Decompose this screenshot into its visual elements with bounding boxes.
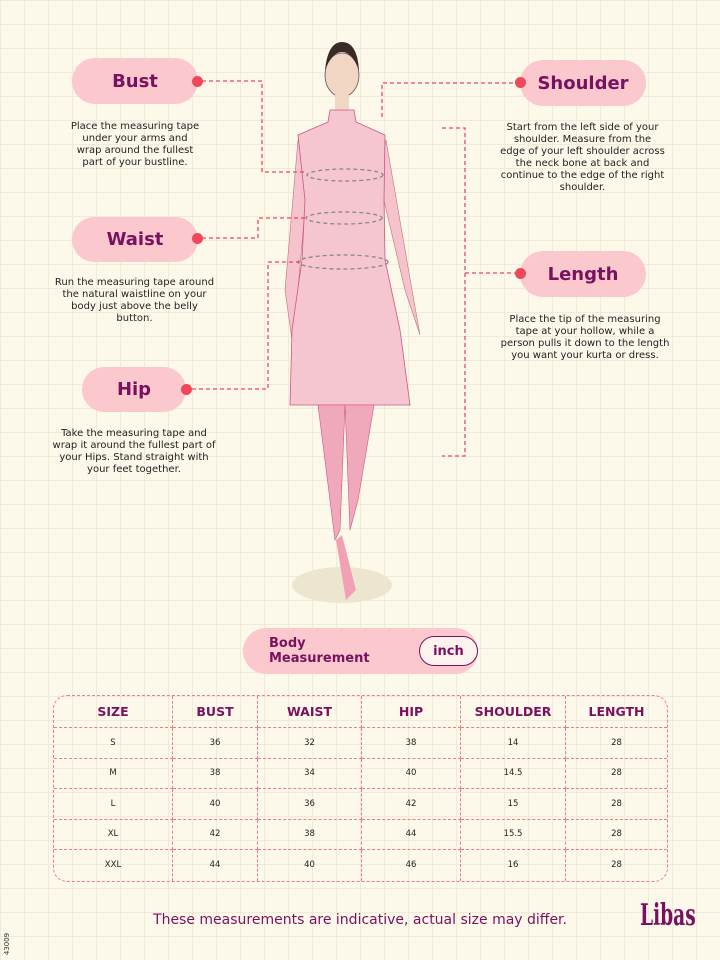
libas-logo: Libas <box>640 898 696 933</box>
table-cell: 15 <box>461 789 566 820</box>
table-cell: 38 <box>258 819 362 850</box>
table-cell: 28 <box>566 820 667 850</box>
table-row: L 40 36 42 15 28 <box>54 789 667 820</box>
header-cell: SHOULDER <box>461 696 566 728</box>
table-cell: 44 <box>362 819 461 850</box>
header-cell: BUST <box>173 696 258 728</box>
hip-pill: Hip <box>82 367 186 412</box>
table-cell: 38 <box>173 758 258 789</box>
header-cell: LENGTH <box>566 696 667 728</box>
table-cell: 14.5 <box>461 758 566 789</box>
unit-toggle-inch[interactable]: inch <box>418 636 478 666</box>
hip-label: Hip <box>116 379 152 400</box>
table-row: M 38 34 40 14.5 28 <box>54 758 667 789</box>
length-pill: Length <box>520 251 646 297</box>
shoulder-label: Shoulder <box>537 72 629 94</box>
table-cell: M <box>54 758 173 789</box>
waist-desc: Run the measuring tape around the natura… <box>54 277 215 324</box>
table-cell: 34 <box>258 758 362 789</box>
table-cell: 36 <box>258 789 362 820</box>
table-row: XL 42 38 44 15.5 28 <box>54 819 667 850</box>
length-dot <box>515 268 526 279</box>
table-cell: 36 <box>173 728 258 759</box>
table-cell: 32 <box>258 728 362 759</box>
table-row: XXL 44 40 46 16 28 <box>54 850 667 881</box>
waist-dot <box>192 233 203 244</box>
bust-desc: Place the measuring tape under your arms… <box>70 121 200 168</box>
hip-dot <box>181 384 192 395</box>
body-measurement-label: Body Measurement <box>269 636 370 666</box>
length-desc: Place the tip of the measuring tape at y… <box>500 314 670 361</box>
bust-dot <box>192 76 203 87</box>
table-cell: XL <box>54 819 173 850</box>
table-cell: 28 <box>566 759 667 789</box>
header-cell: SIZE <box>54 696 173 728</box>
waist-pill: Waist <box>72 217 198 262</box>
table-cell: 15.5 <box>461 819 566 850</box>
shoulder-dot <box>515 77 526 88</box>
table-cell: 28 <box>566 789 667 820</box>
product-code: 43009 <box>3 932 12 956</box>
table-header-row: SIZE BUST WAIST HIP SHOULDER LENGTH <box>54 696 667 728</box>
table-cell: 42 <box>362 789 461 820</box>
bust-label: Bust <box>112 70 158 92</box>
bust-pill: Bust <box>72 58 198 104</box>
disclaimer: These measurements are indicative, actua… <box>153 912 567 928</box>
table-cell: 44 <box>173 850 258 881</box>
table-cell: 28 <box>566 728 667 759</box>
table-cell: 14 <box>461 728 566 759</box>
size-chart-table: SIZE BUST WAIST HIP SHOULDER LENGTH S 36 3… <box>53 695 668 882</box>
table-cell: 28 <box>611 860 622 871</box>
body-measurement-bar: Body Measurement inch <box>243 628 478 674</box>
table-cell: L <box>54 789 173 820</box>
header-cell: WAIST <box>258 696 362 728</box>
table-cell: 40 <box>173 789 258 820</box>
table-cell: 38 <box>362 728 461 759</box>
shoulder-desc: Start from the left side of your shoulde… <box>500 122 665 193</box>
table-cell: 40 <box>258 850 362 881</box>
waist-label: Waist <box>106 229 164 250</box>
table-cell: 46 <box>362 850 461 881</box>
shoulder-pill: Shoulder <box>520 60 646 106</box>
table-cell: 42 <box>173 819 258 850</box>
header-cell: HIP <box>362 696 461 728</box>
table-cell: 40 <box>362 758 461 789</box>
table-row: S 36 32 38 14 28 <box>54 728 667 759</box>
table-cell: XXL <box>54 850 173 881</box>
table-cell: 16 <box>461 850 566 881</box>
length-label: Length <box>547 263 619 285</box>
figure-illustration <box>192 42 520 603</box>
hip-desc: Take the measuring tape and wrap it arou… <box>52 428 216 475</box>
table-cell: S <box>54 728 173 759</box>
